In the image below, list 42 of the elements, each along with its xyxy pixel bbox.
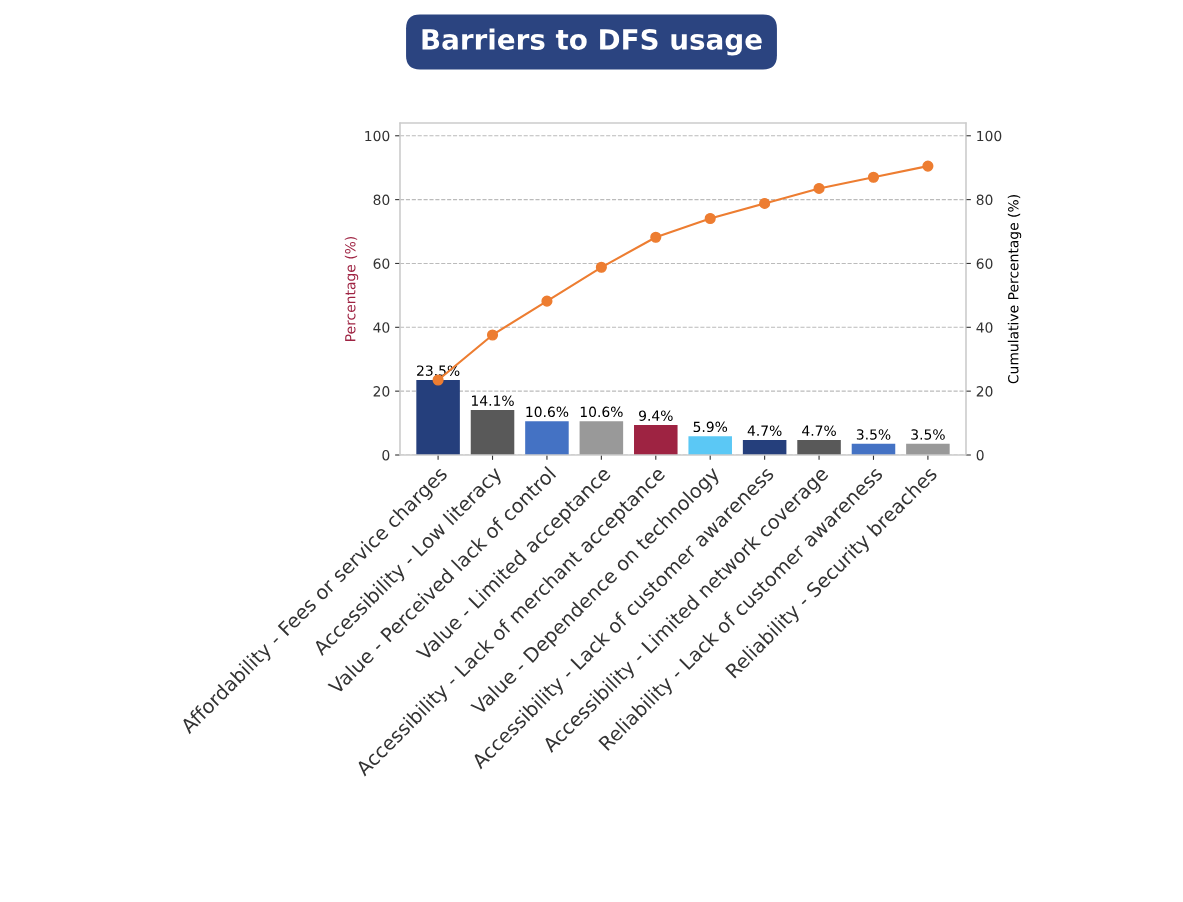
point bbox=[922, 160, 934, 172]
y-axis-title: Percentage (%) bbox=[344, 236, 359, 341]
y2-tick-label: 40 bbox=[976, 322, 993, 333]
y2-axis-title: Cumulative Percentage (%) bbox=[1007, 195, 1022, 384]
data-label: 5.9% bbox=[693, 421, 728, 433]
bar bbox=[470, 409, 515, 455]
bar bbox=[906, 443, 950, 455]
y-tick-label: 0 bbox=[382, 449, 390, 461]
bar bbox=[579, 421, 624, 455]
chart-title: Barriers to DFS usage bbox=[422, 28, 762, 56]
y2-tick-label: 80 bbox=[976, 194, 993, 206]
point bbox=[595, 261, 607, 273]
point bbox=[541, 295, 553, 307]
data-label: 14.1% bbox=[471, 395, 514, 406]
data-label: 10.6% bbox=[580, 406, 623, 418]
point bbox=[759, 197, 771, 210]
y-tick-label: 60 bbox=[373, 258, 390, 269]
bar bbox=[525, 421, 569, 455]
y-tick-label: 20 bbox=[373, 386, 390, 397]
point bbox=[704, 212, 716, 225]
bar bbox=[416, 379, 460, 455]
data-label: 10.6% bbox=[526, 406, 569, 418]
point bbox=[867, 171, 880, 183]
data-label: 9.4% bbox=[639, 410, 673, 421]
data-label: 3.5% bbox=[856, 429, 891, 440]
bar bbox=[797, 440, 841, 455]
y-tick-label: 80 bbox=[373, 194, 390, 206]
point bbox=[486, 329, 499, 341]
bar bbox=[742, 440, 787, 455]
data-label: 3.5% bbox=[911, 429, 945, 440]
point bbox=[813, 182, 825, 194]
bar bbox=[634, 424, 678, 455]
y2-tick-label: 20 bbox=[976, 386, 993, 397]
bar bbox=[688, 436, 732, 455]
y2-tick-label: 60 bbox=[976, 258, 993, 269]
y2-tick-label: 0 bbox=[976, 449, 984, 461]
data-label: 4.7% bbox=[802, 425, 836, 436]
data-label: 4.7% bbox=[747, 425, 782, 436]
y-tick-label: 40 bbox=[373, 322, 390, 333]
point bbox=[650, 231, 662, 243]
y-tick-label: 100 bbox=[365, 130, 390, 142]
y2-tick-label: 100 bbox=[977, 130, 1002, 142]
